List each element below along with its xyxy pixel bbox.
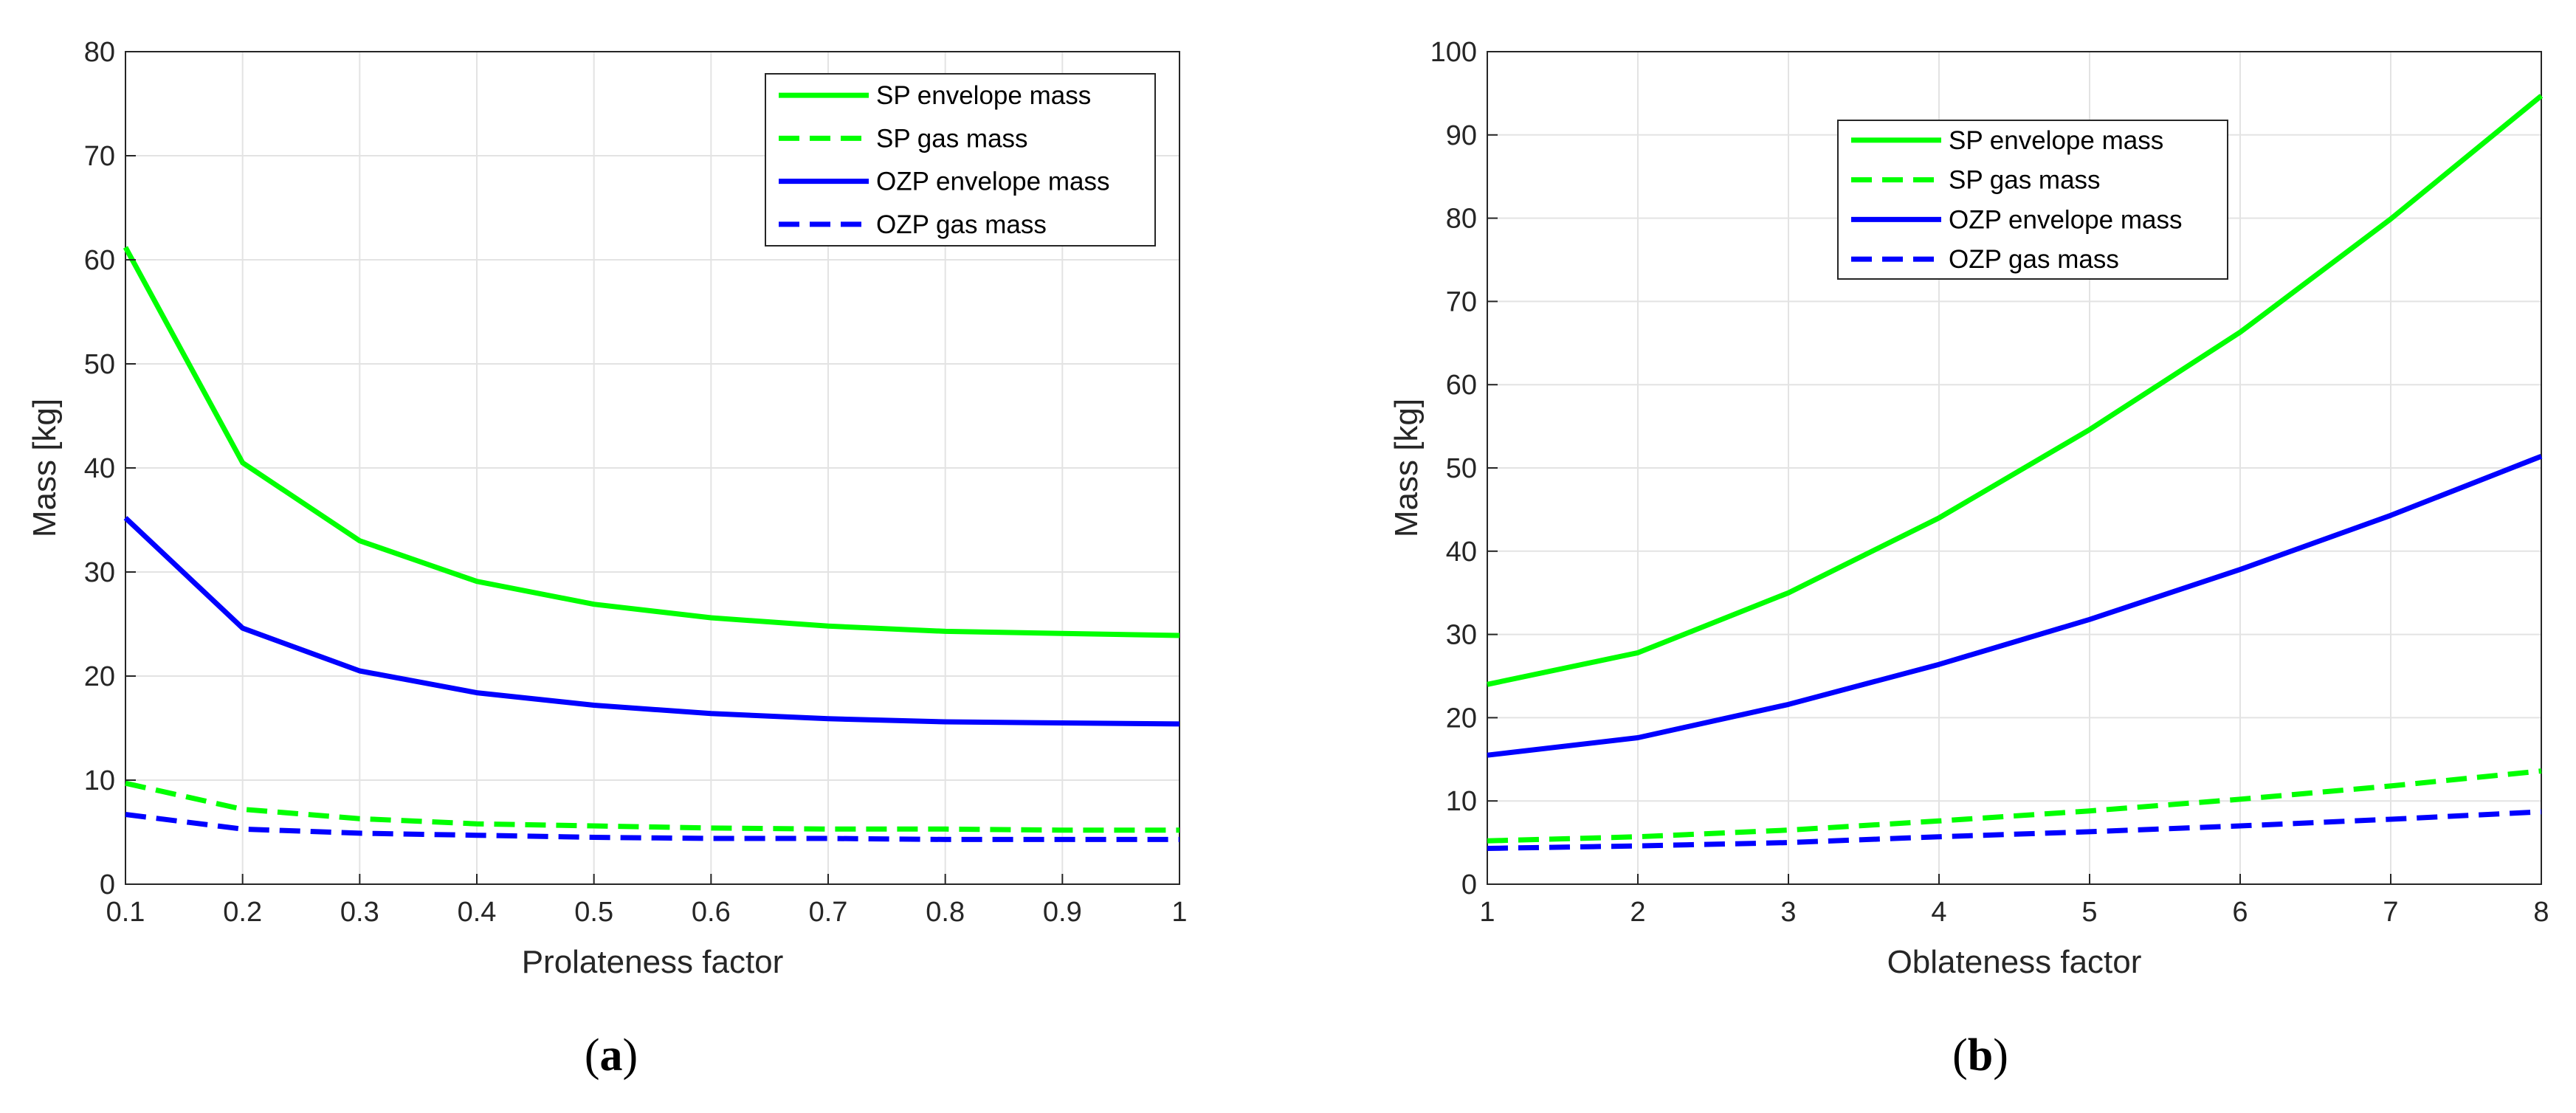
panel-b-x-tick-labels: 1 2 3 4 5 6 7 8 — [1479, 874, 2549, 928]
panel-b-legend-label-2: SP gas mass — [1949, 166, 2101, 195]
panel-a-x-tick-label: 0.7 — [809, 897, 848, 928]
panel-a-x-tick-label: 0.8 — [926, 897, 965, 928]
panel-a-legend-label-1: SP envelope mass — [876, 81, 1091, 110]
panel-a-y-tick-label: 20 — [84, 661, 115, 692]
panel-b-x-axis-label: Oblateness factor — [1887, 944, 2142, 980]
panel-a-x-tick-label: 0.3 — [340, 897, 379, 928]
panel-a: 0.1 0.2 0.3 0.4 0.5 0.6 0.7 0.8 0.9 1 0 10 20 30 40 50… — [27, 37, 1188, 1081]
panel-b-x-tick-label: 5 — [2081, 897, 2097, 928]
panel-a-plot-lines — [123, 246, 1180, 842]
panel-b-series-line-2 — [1487, 768, 2542, 844]
panel-b-y-tick-label: 0 — [1461, 869, 1477, 900]
panel-a-x-tick-label: 0.1 — [106, 897, 145, 928]
panel-a-y-tick-label: 40 — [84, 453, 115, 484]
panel-b-y-tick-label: 40 — [1446, 537, 1477, 568]
panel-a-x-tick-label: 1 — [1171, 897, 1187, 928]
panel-b-y-tick-label: 50 — [1446, 453, 1477, 484]
panel-a-x-tick-label: 0.6 — [692, 897, 731, 928]
panel-b-series-line-4 — [1487, 809, 2542, 851]
panel-a-y-tick-label: 0 — [100, 869, 115, 900]
panel-b-x-tick-label: 7 — [2383, 897, 2398, 928]
panel-b-y-tick-label: 80 — [1446, 204, 1477, 235]
panel-a-y-tick-label: 80 — [84, 37, 115, 68]
panel-b-legend: SP envelope mass SP gas mass OZP envelope … — [1837, 120, 2228, 280]
panel-a-series-line-1 — [123, 246, 1180, 638]
panel-a-x-tick-label: 0.4 — [458, 897, 497, 928]
panel-b-y-tick-label: 60 — [1446, 370, 1477, 401]
panel-b-x-tick-label: 3 — [1780, 897, 1796, 928]
panel-b-y-tick-label: 20 — [1446, 703, 1477, 734]
panel-b-y-tick-label: 10 — [1446, 786, 1477, 817]
panel-b-y-axis-label: Mass [kg] — [1388, 399, 1425, 537]
panel-a-y-tick-label: 60 — [84, 245, 115, 276]
panel-a-legend-label-4: OZP gas mass — [876, 210, 1047, 239]
panel-a-y-tick-label: 30 — [84, 557, 115, 588]
panel-a-y-tick-label: 70 — [84, 141, 115, 172]
panel-a-legend-label-2: SP gas mass — [876, 124, 1028, 153]
panel-a-caption: (a) — [585, 1030, 638, 1081]
panel-a-x-tick-labels: 0.1 0.2 0.3 0.4 0.5 0.6 0.7 0.8 0.9 1 — [106, 874, 1188, 928]
panel-a-x-tick-label: 0.9 — [1043, 897, 1082, 928]
panel-b-y-tick-label: 30 — [1446, 620, 1477, 651]
panel-b-x-tick-label: 1 — [1479, 897, 1495, 928]
panel-b-plot-lines — [1487, 94, 2544, 851]
panel-b-legend-box — [1837, 120, 2228, 280]
panel-b-y-tick-label: 70 — [1446, 286, 1477, 317]
panel-b-y-tick-label: 90 — [1446, 120, 1477, 151]
panel-a-series-line-3 — [123, 516, 1180, 727]
panel-b-y-tick-label: 100 — [1430, 37, 1477, 68]
panel-b-caption: (b) — [1952, 1030, 2008, 1081]
panel-a-y-tick-labels: 0 10 20 30 40 50 60 70 80 — [84, 37, 136, 900]
panel-a-x-tick-label: 0.5 — [574, 897, 613, 928]
panel-a-series-line-2 — [125, 780, 1179, 833]
panel-b-x-tick-label: 8 — [2533, 897, 2549, 928]
panel-b-y-tick-labels: 0 10 20 30 40 50 60 70 80 90 100 — [1430, 37, 1498, 900]
panel-b-series-line-3 — [1487, 453, 2543, 758]
panel-b-x-tick-label: 4 — [1931, 897, 1946, 928]
panel-b-x-tick-label: 6 — [2232, 897, 2248, 928]
panel-b-x-tick-label: 2 — [1630, 897, 1645, 928]
panel-a-legend-label-3: OZP envelope mass — [876, 168, 1109, 196]
panel-a-y-tick-label: 10 — [84, 765, 115, 796]
panel-b-legend-label-4: OZP gas mass — [1949, 245, 2119, 274]
panel-a-y-tick-label: 50 — [84, 349, 115, 380]
panel-b-series-line-1 — [1487, 94, 2544, 687]
panel-b: 1 2 3 4 5 6 7 8 0 10 20 30 40 50 60 70 80 90 100 Oblatene… — [1388, 37, 2549, 1081]
panel-b-legend-label-1: SP envelope mass — [1949, 126, 2163, 155]
panel-a-legend-box — [765, 73, 1156, 247]
panel-a-series-line-4 — [125, 812, 1179, 842]
panel-a-x-axis-label: Prolateness factor — [522, 944, 784, 980]
panel-a-x-tick-label: 0.2 — [223, 897, 262, 928]
panel-a-y-axis-label: Mass [kg] — [27, 399, 63, 537]
panel-a-legend: SP envelope mass SP gas mass OZP envelope … — [765, 73, 1156, 247]
panel-b-legend-label-3: OZP envelope mass — [1949, 205, 2182, 234]
